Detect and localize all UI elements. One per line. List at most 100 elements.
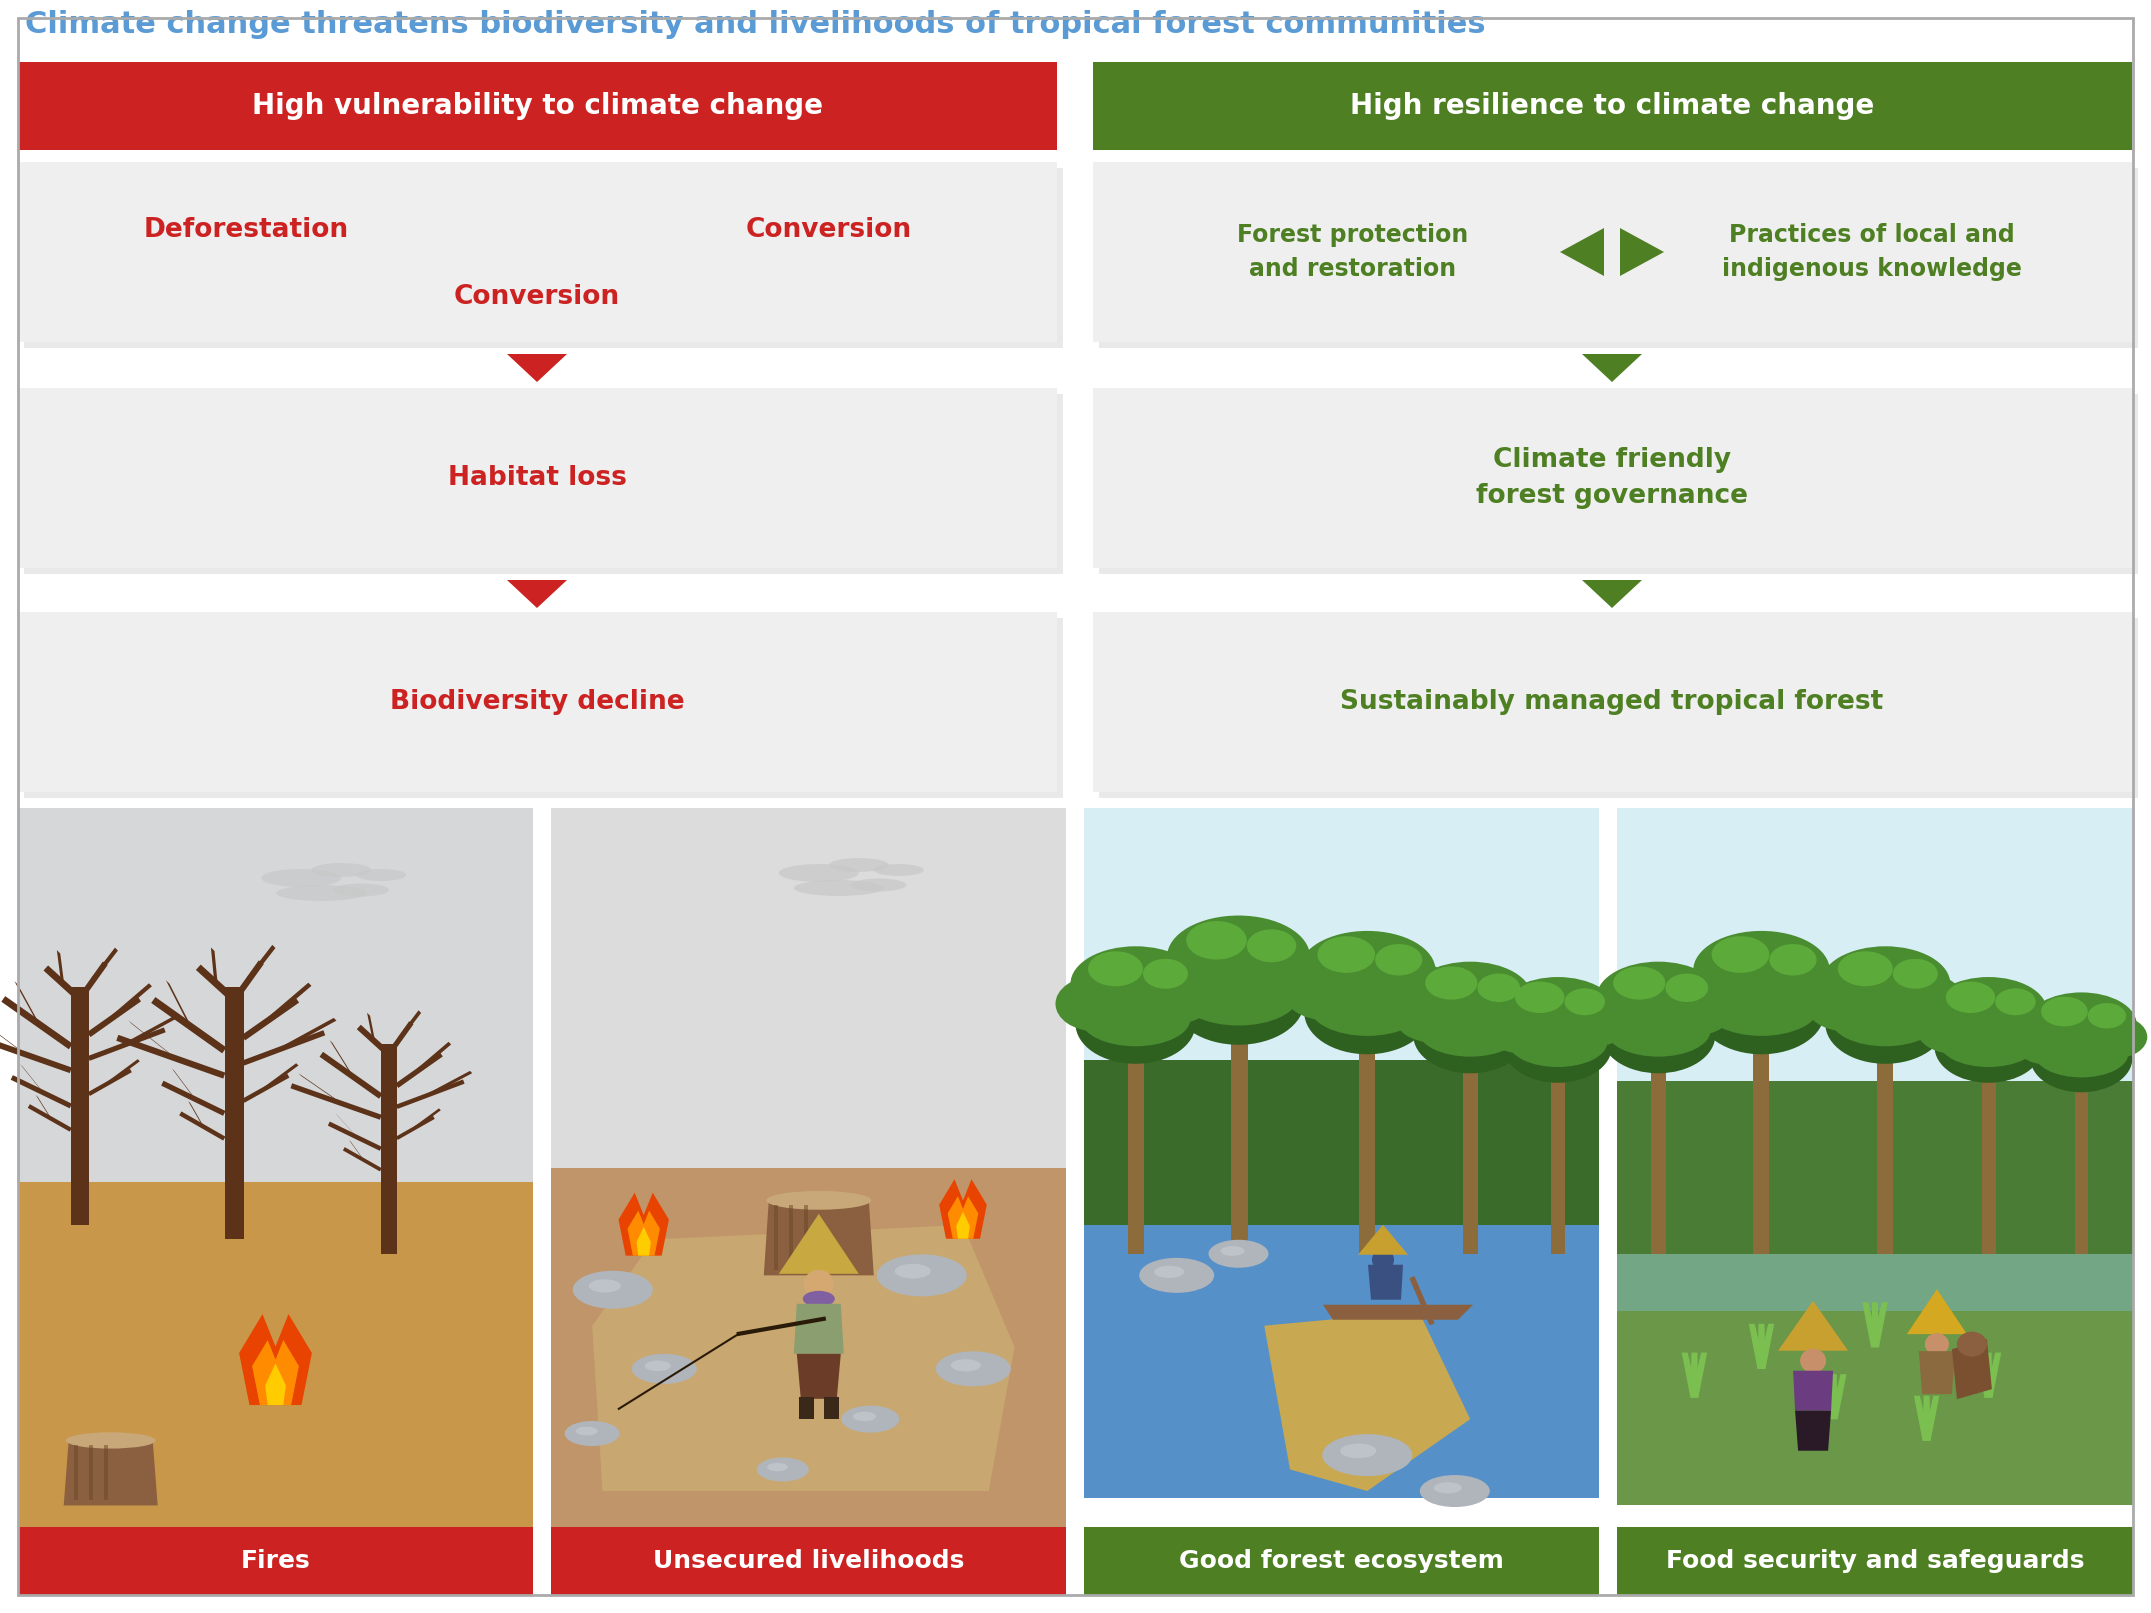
Ellipse shape: [1831, 992, 1940, 1047]
Ellipse shape: [1607, 1005, 1710, 1057]
Ellipse shape: [1837, 952, 1893, 986]
Ellipse shape: [895, 1265, 931, 1279]
Ellipse shape: [1142, 958, 1187, 989]
Polygon shape: [336, 1113, 355, 1136]
Polygon shape: [1691, 1353, 1708, 1397]
Bar: [17, 808, 533, 1182]
Ellipse shape: [1613, 966, 1665, 1000]
Ellipse shape: [766, 1190, 871, 1210]
Polygon shape: [73, 1445, 77, 1500]
Ellipse shape: [1992, 1002, 2059, 1047]
Ellipse shape: [1310, 977, 1424, 1036]
Text: Climate friendly
forest governance: Climate friendly forest governance: [1476, 447, 1749, 510]
Ellipse shape: [1596, 961, 1721, 1032]
Ellipse shape: [1678, 963, 1762, 1019]
Bar: [1652, 1065, 1667, 1253]
Ellipse shape: [566, 1421, 619, 1445]
Polygon shape: [232, 960, 265, 1002]
Ellipse shape: [1938, 1018, 2037, 1068]
Ellipse shape: [802, 1290, 835, 1307]
Polygon shape: [125, 1016, 176, 1045]
Ellipse shape: [1413, 997, 1527, 1073]
Polygon shape: [592, 1224, 1015, 1490]
Bar: [824, 1397, 839, 1419]
Ellipse shape: [1805, 976, 1884, 1031]
Text: Fires: Fires: [241, 1548, 310, 1573]
Polygon shape: [368, 1013, 374, 1039]
Text: Conversion: Conversion: [454, 284, 619, 310]
Ellipse shape: [2031, 1024, 2132, 1092]
Polygon shape: [196, 965, 237, 1003]
Polygon shape: [628, 1211, 660, 1255]
Bar: [24, 394, 1063, 574]
Bar: [551, 1528, 1067, 1595]
Polygon shape: [1620, 227, 1665, 276]
Ellipse shape: [1370, 960, 1448, 1013]
Ellipse shape: [1138, 974, 1213, 1024]
Bar: [1093, 161, 2132, 342]
Polygon shape: [329, 1040, 353, 1074]
Bar: [1084, 1224, 1598, 1498]
Ellipse shape: [1284, 963, 1368, 1019]
Polygon shape: [1357, 1224, 1409, 1255]
Ellipse shape: [1473, 987, 1544, 1036]
Ellipse shape: [1080, 992, 1190, 1047]
Ellipse shape: [260, 869, 342, 887]
Bar: [1093, 611, 2132, 792]
Polygon shape: [417, 1042, 452, 1071]
Ellipse shape: [1185, 921, 1248, 960]
Polygon shape: [243, 1074, 290, 1103]
Polygon shape: [77, 961, 108, 1000]
Ellipse shape: [1209, 1240, 1269, 1268]
Ellipse shape: [1426, 966, 1478, 1000]
Polygon shape: [508, 581, 568, 608]
Ellipse shape: [1372, 1248, 1394, 1271]
Ellipse shape: [1088, 952, 1142, 986]
Bar: [551, 1168, 1067, 1528]
Bar: [24, 168, 1063, 348]
Ellipse shape: [2026, 992, 2136, 1057]
Text: Deforestation: Deforestation: [144, 218, 348, 244]
Bar: [1359, 1044, 1374, 1253]
Ellipse shape: [576, 1426, 598, 1436]
Ellipse shape: [1418, 1005, 1523, 1057]
Polygon shape: [19, 1065, 41, 1090]
Ellipse shape: [632, 1353, 697, 1384]
Text: Practices of local and
indigenous knowledge: Practices of local and indigenous knowle…: [1723, 223, 2022, 281]
Ellipse shape: [1996, 989, 2035, 1015]
Polygon shape: [1682, 1353, 1699, 1397]
Bar: [551, 808, 1067, 1168]
Ellipse shape: [1712, 936, 1770, 973]
Polygon shape: [1323, 1305, 1473, 1319]
Polygon shape: [1581, 581, 1641, 608]
Polygon shape: [789, 1205, 794, 1271]
Polygon shape: [239, 1315, 312, 1405]
Ellipse shape: [1304, 971, 1430, 1055]
Ellipse shape: [1299, 931, 1435, 1010]
Ellipse shape: [1179, 965, 1299, 1026]
Polygon shape: [1368, 1265, 1402, 1300]
Text: High resilience to climate change: High resilience to climate change: [1351, 92, 1874, 119]
Polygon shape: [1796, 1411, 1831, 1450]
Polygon shape: [779, 1215, 858, 1274]
Ellipse shape: [333, 884, 389, 897]
Polygon shape: [1831, 1374, 1846, 1419]
Ellipse shape: [1820, 947, 1951, 1021]
Ellipse shape: [1893, 958, 1938, 989]
Polygon shape: [1265, 1311, 1471, 1490]
Text: Conversion: Conversion: [746, 218, 912, 244]
Ellipse shape: [1889, 974, 1964, 1024]
Polygon shape: [796, 1353, 841, 1398]
Ellipse shape: [1514, 982, 1564, 1013]
Ellipse shape: [1168, 916, 1310, 998]
Ellipse shape: [2084, 1016, 2147, 1058]
Polygon shape: [172, 1068, 194, 1097]
Ellipse shape: [1241, 945, 1323, 1000]
Polygon shape: [396, 1052, 443, 1087]
Ellipse shape: [1316, 936, 1374, 973]
Ellipse shape: [1508, 1018, 1607, 1068]
Bar: [226, 987, 245, 1239]
Ellipse shape: [852, 879, 906, 892]
Ellipse shape: [1764, 960, 1843, 1013]
Ellipse shape: [1172, 957, 1304, 1045]
